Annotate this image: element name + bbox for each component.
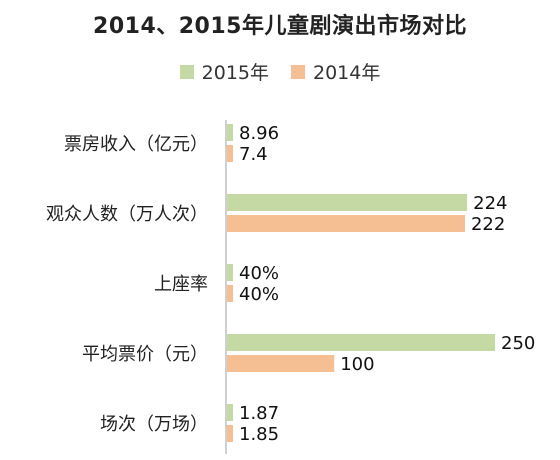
data-label: 8.96 bbox=[239, 123, 279, 144]
data-label: 7.4 bbox=[239, 144, 268, 165]
category-label: 票房收入（亿元） bbox=[64, 134, 208, 155]
bar-2015 bbox=[227, 334, 495, 351]
data-label: 100 bbox=[340, 354, 374, 375]
legend-item-2014: 2014年 bbox=[291, 58, 380, 85]
bar-2015 bbox=[227, 194, 468, 211]
legend-swatch-2014 bbox=[291, 64, 305, 79]
data-label: 224 bbox=[473, 193, 507, 214]
data-label: 40% bbox=[239, 263, 279, 284]
data-label: 40% bbox=[239, 284, 279, 305]
bar-2015 bbox=[227, 404, 233, 421]
bar-2014 bbox=[227, 285, 233, 302]
category-label: 观众人数（万人次） bbox=[46, 204, 208, 225]
data-label: 1.87 bbox=[239, 403, 279, 424]
bar-2015 bbox=[227, 264, 233, 281]
category-label: 上座率 bbox=[154, 274, 208, 295]
bar-2015 bbox=[227, 124, 233, 141]
legend-swatch-2015 bbox=[179, 64, 194, 79]
data-label: 250 bbox=[501, 333, 535, 354]
data-label: 1.85 bbox=[239, 424, 279, 445]
legend-label-2015: 2015年 bbox=[201, 62, 269, 84]
data-label: 222 bbox=[471, 214, 505, 235]
bar-2014 bbox=[227, 355, 335, 372]
legend: 2015年 2014年 bbox=[0, 58, 560, 85]
bar-2014 bbox=[227, 145, 233, 162]
chart-title: 2014、2015年儿童剧演出市场对比 bbox=[93, 14, 467, 39]
category-label: 场次（万场） bbox=[100, 414, 208, 435]
legend-item-2015: 2015年 bbox=[179, 58, 269, 85]
bar-2014 bbox=[227, 215, 465, 232]
category-label: 平均票价（元） bbox=[82, 344, 208, 365]
legend-label-2014: 2014年 bbox=[313, 62, 381, 84]
bar-2014 bbox=[227, 425, 233, 442]
